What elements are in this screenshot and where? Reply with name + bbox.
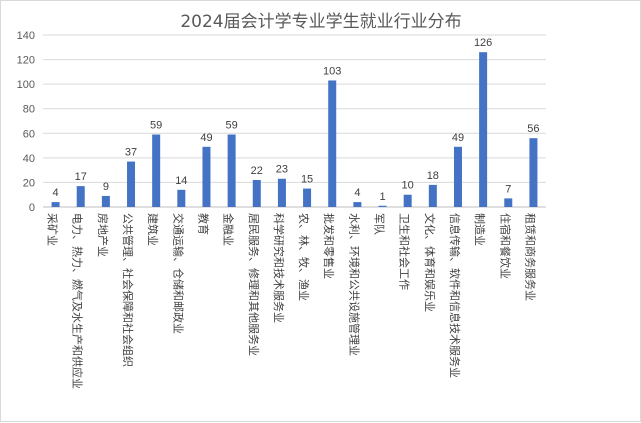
data-label: 22 — [251, 165, 263, 177]
data-label: 7 — [505, 183, 511, 195]
category-label: 文化、体育和娱乐业 — [423, 213, 437, 312]
bar — [152, 134, 161, 207]
bar — [504, 198, 513, 207]
data-label: 103 — [323, 65, 341, 77]
category-label: 水利、环境和公共设施管理业 — [347, 213, 361, 356]
category-label: 居民服务、修理和其他服务业 — [247, 213, 261, 356]
chart-title: 2024届会计学专业学生就业行业分布 — [180, 12, 461, 32]
bar — [76, 186, 85, 207]
bar — [303, 188, 312, 207]
bar — [353, 202, 362, 207]
bar — [202, 146, 211, 207]
bar — [127, 161, 136, 207]
data-label: 59 — [150, 120, 162, 132]
category-label: 军队 — [373, 213, 387, 235]
category-label: 信息传输、软件和信息技术服务业 — [448, 213, 462, 378]
bar — [252, 179, 261, 207]
bar — [529, 138, 538, 207]
category-label: 租赁和商务服务业 — [523, 213, 537, 301]
gridlines — [43, 34, 546, 208]
category-label: 交通运输、仓储和邮政业 — [171, 213, 185, 334]
bar — [328, 80, 337, 207]
category-label: 住宿和餐饮业 — [498, 213, 512, 279]
category-label: 电力、热力、燃气及水生产和供应业 — [71, 213, 85, 389]
category-label: 房地产业 — [96, 213, 110, 257]
category-label: 建筑业 — [146, 213, 160, 246]
category-label: 制造业 — [473, 213, 487, 246]
y-tick-label: 20 — [23, 177, 35, 189]
y-tick-label: 0 — [29, 202, 35, 214]
data-label: 126 — [474, 37, 492, 49]
category-label: 教育 — [196, 213, 210, 235]
bar — [479, 52, 488, 208]
category-label: 公共管理、社会保障和社会组织 — [121, 213, 135, 367]
category-label: 科学研究和技术服务业 — [272, 213, 286, 323]
y-axis-ticks: 0 20 40 60 80 100 120 140 — [17, 30, 35, 214]
data-label: 49 — [200, 132, 212, 144]
bars — [51, 52, 538, 208]
bar — [101, 195, 110, 207]
bar — [378, 205, 387, 207]
data-label: 49 — [452, 132, 464, 144]
data-label: 17 — [75, 171, 87, 183]
bar — [177, 189, 186, 207]
x-axis-categories: 采矿业 电力、热力、燃气及水生产和供应业 房地产业 公共管理、社会保障和社会组织 建筑业… — [46, 213, 538, 389]
data-label: 9 — [103, 181, 109, 193]
category-label: 卫生和社会工作 — [398, 213, 412, 290]
data-label: 14 — [175, 175, 187, 187]
category-label: 金融业 — [222, 213, 236, 246]
data-label: 1 — [379, 191, 385, 203]
y-tick-label: 140 — [17, 30, 35, 42]
data-labels: 4 17 9 37 59 14 49 59 22 23 15 103 4 1 10 18 49 126 7 56 — [53, 37, 540, 203]
y-tick-label: 120 — [17, 55, 35, 67]
data-label: 18 — [427, 170, 439, 182]
data-label: 37 — [125, 147, 137, 159]
bar — [227, 134, 236, 207]
bar — [403, 194, 412, 207]
bar — [277, 178, 286, 207]
y-tick-label: 100 — [17, 79, 35, 91]
y-tick-label: 60 — [23, 128, 35, 140]
data-label: 56 — [527, 123, 539, 135]
data-label: 59 — [226, 120, 238, 132]
data-label: 23 — [276, 164, 288, 176]
y-tick-label: 80 — [23, 104, 35, 116]
data-label: 4 — [53, 187, 59, 199]
data-label: 4 — [354, 187, 360, 199]
y-tick-label: 40 — [23, 153, 35, 165]
bar — [51, 202, 60, 207]
data-label: 15 — [301, 174, 313, 186]
data-label: 10 — [402, 180, 414, 192]
category-label: 批发和零售业 — [322, 213, 336, 279]
category-label: 采矿业 — [46, 213, 59, 246]
bar — [453, 146, 462, 207]
category-label: 农、林、牧、渔业 — [297, 213, 311, 301]
bar — [428, 184, 437, 207]
